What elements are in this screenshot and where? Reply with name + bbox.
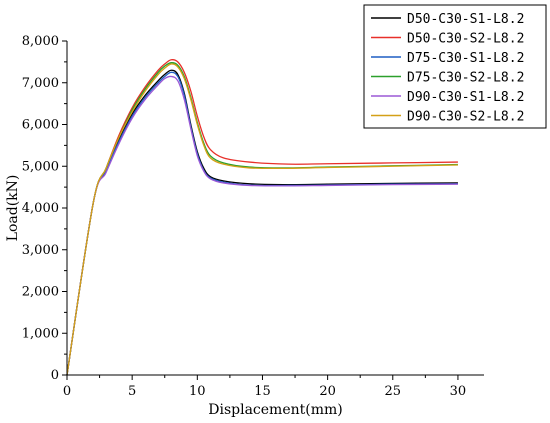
legend-box [363,4,547,129]
axes: 0 5 10 15 20 25 30 0 1,000 2,000 3,000 4,000 5,000 6… [22,34,484,399]
x-tick-label: 15 [254,384,271,399]
x-ticks: 0 5 10 15 20 25 30 [63,375,466,399]
y-axis-title: Load(kN) [5,175,21,242]
series-line-2 [66,59,458,376]
legend-label-6: D90-C30-S2-L8.2 [407,110,524,125]
y-tick-label: 8,000 [22,34,59,49]
legend-label-2: D50-C30-S2-L8.2 [407,32,524,47]
y-ticks: 0 1,000 2,000 3,000 4,000 5,000 6,000 7,000 8,00… [22,34,67,383]
y-tick-label: 4,000 [22,201,59,216]
x-tick-label: 5 [128,384,136,399]
y-tick-label: 2,000 [22,285,59,300]
series-lines [66,59,458,376]
x-axis-title: Displacement(mm) [208,402,342,418]
legend: D50-C30-S1-L8.2 D50-C30-S2-L8.2 D75-C30-S1… [363,4,547,129]
y-tick-label: 5,000 [22,159,59,174]
legend-label-4: D75-C30-S2-L8.2 [407,71,524,86]
legend-label-1: D50-C30-S1-L8.2 [407,12,524,27]
y-tick-label: 6,000 [22,118,59,133]
x-tick-label: 25 [385,384,402,399]
x-tick-label: 0 [63,384,71,399]
y-tick-label: 3,000 [22,243,59,258]
series-line-5 [66,75,458,376]
series-line-6 [66,63,458,376]
x-tick-label: 10 [189,384,206,399]
legend-label-5: D90-C30-S1-L8.2 [407,90,524,105]
x-tick-label: 20 [319,384,336,399]
x-tick-label: 30 [450,384,467,399]
legend-label-3: D75-C30-S1-L8.2 [407,51,524,66]
y-tick-label: 7,000 [22,76,59,91]
y-tick-label: 1,000 [22,326,59,341]
y-tick-label: 0 [51,368,59,383]
